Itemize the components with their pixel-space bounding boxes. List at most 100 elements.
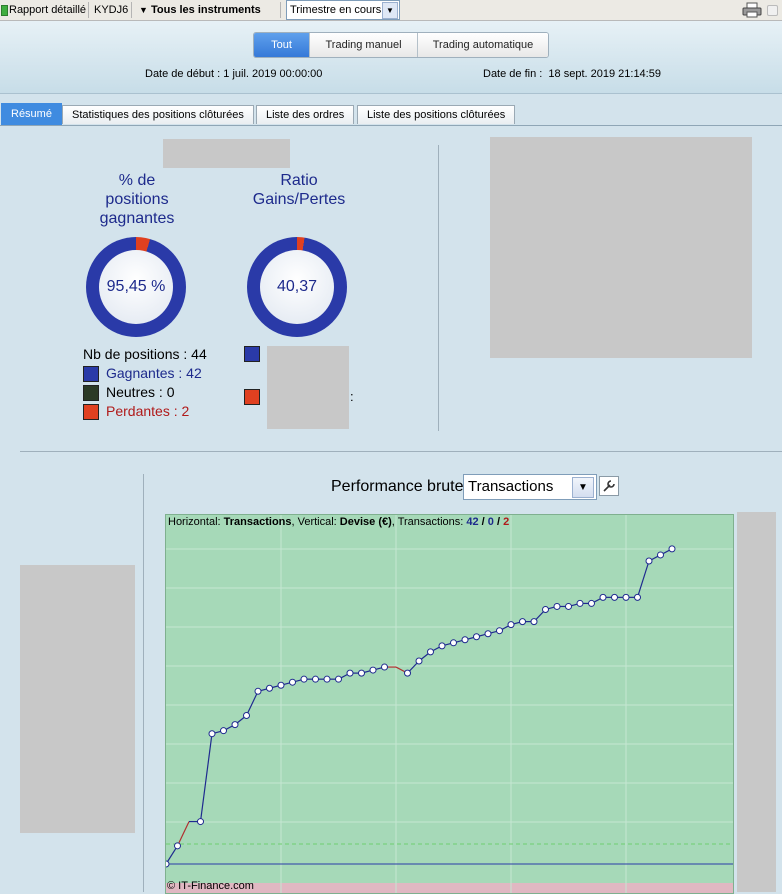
data-point — [381, 663, 388, 671]
tab-closed-position-stats[interactable]: Statistiques des positions clôturées — [62, 105, 254, 124]
data-point — [415, 657, 423, 665]
period-select[interactable]: Trimestre en cours ▼ — [286, 0, 400, 20]
legend-winners-label: Gagnantes : 42 — [106, 365, 202, 381]
tab-order-list[interactable]: Liste des ordres — [256, 105, 355, 124]
legend-neutral-label: Neutres : 0 — [106, 384, 175, 400]
legend-swatch — [83, 403, 99, 420]
chart-h-value: Transactions — [223, 516, 292, 528]
data-point — [197, 818, 204, 826]
close-icon[interactable] — [767, 5, 778, 16]
series-segment — [636, 560, 650, 598]
win-rate-title-line: gagnantes — [99, 210, 175, 227]
data-point — [277, 681, 285, 689]
performance-select-value: Transactions — [468, 478, 554, 495]
performance-select[interactable]: Transactions ▼ — [463, 474, 597, 500]
chevron-down-icon[interactable]: ▼ — [382, 2, 398, 19]
total-positions: Nb de positions : 44 — [83, 346, 207, 362]
data-point — [634, 593, 641, 601]
win-rate-title-line: % de — [118, 172, 156, 189]
chart-v-prefix: , Vertical: — [291, 516, 340, 528]
report-check-icon — [1, 5, 8, 16]
data-point — [208, 730, 216, 738]
legend-losers-label: Perdantes : 2 — [106, 403, 190, 419]
tab-closed-position-list[interactable]: Liste des positions clôturées — [357, 105, 516, 124]
legend-swatch — [83, 384, 99, 401]
ratio-loss-swatch — [244, 389, 260, 405]
data-point — [588, 599, 595, 607]
filter-automatic-button[interactable]: Trading automatique — [417, 33, 548, 57]
trading-type-filter: Tout Trading manuel Trading automatique — [253, 32, 549, 58]
instruments-dropdown[interactable]: ▼ Tous les instruments — [136, 1, 264, 19]
data-point — [599, 593, 607, 601]
data-point — [358, 669, 365, 677]
data-point — [243, 712, 250, 720]
ratio-colon: : — [350, 389, 354, 404]
series-segment — [166, 845, 179, 865]
data-point — [576, 599, 584, 607]
data-point — [369, 666, 377, 674]
data-point — [668, 545, 676, 553]
data-point — [166, 860, 170, 868]
toolbar-divider — [131, 2, 132, 18]
data-point — [553, 602, 561, 610]
filter-all-button[interactable]: Tout — [254, 33, 309, 57]
data-point — [300, 675, 308, 683]
performance-chart — [165, 514, 734, 894]
data-point — [427, 648, 434, 656]
tab-summary[interactable]: Résumé — [1, 103, 62, 125]
legend-neutral: Neutres : 0 — [83, 383, 174, 402]
account-selector[interactable]: KYDJ6 — [94, 4, 129, 16]
wrench-icon[interactable] — [599, 476, 619, 496]
start-date: Date de début : 1 juil. 2019 00:00:00 — [145, 68, 323, 80]
chevron-down-icon[interactable]: ▼ — [572, 477, 594, 498]
chart-h-prefix: Horizontal: — [168, 516, 224, 528]
data-point — [611, 593, 618, 601]
data-point — [289, 678, 296, 686]
panel-divider — [143, 474, 144, 892]
data-point — [622, 593, 630, 601]
chart-wins: 42 — [466, 516, 479, 528]
data-point — [220, 727, 227, 735]
redacted-axis — [737, 512, 776, 892]
data-point — [565, 602, 572, 610]
chart-t-prefix: , Transactions: — [391, 516, 467, 528]
win-rate-title-line: positions — [105, 191, 169, 208]
series-segment — [176, 821, 190, 847]
ratio-title-line: Ratio — [280, 172, 318, 189]
series-segment — [245, 691, 259, 716]
data-point — [450, 639, 457, 647]
period-value: Trimestre en cours — [290, 4, 382, 16]
data-point — [254, 687, 262, 695]
printer-icon[interactable] — [742, 2, 762, 18]
data-point — [266, 684, 273, 692]
data-point — [530, 618, 538, 626]
data-point — [542, 605, 549, 613]
legend-swatch — [83, 365, 99, 382]
series-segment — [199, 733, 213, 822]
win-rate-donut: 95,45 % — [86, 237, 186, 337]
chart-slash: / — [478, 516, 488, 528]
panel-divider — [438, 145, 439, 431]
toolbar-divider — [88, 2, 89, 18]
instruments-label: Tous les instruments — [150, 4, 261, 16]
chart-copyright: © IT-Finance.com — [167, 880, 254, 892]
toolbar-divider — [280, 2, 281, 18]
ratio-donut: 40,37 — [247, 237, 347, 337]
data-point — [473, 633, 480, 641]
data-point — [312, 675, 319, 683]
ratio-value: 40,37 — [260, 250, 334, 324]
redacted-block — [163, 139, 290, 168]
ratio-title: Ratio Gains/Pertes — [240, 171, 358, 209]
data-point — [496, 627, 503, 635]
data-point — [657, 551, 664, 559]
redacted-block — [267, 346, 349, 429]
filter-manual-button[interactable]: Trading manuel — [309, 33, 417, 57]
detailed-report-button[interactable]: Rapport détaillé — [9, 4, 87, 16]
data-point — [645, 557, 653, 565]
data-point — [335, 675, 342, 683]
chart-header: Horizontal: Transactions, Vertical: Devi… — [168, 515, 509, 529]
performance-label: Performance brute — [331, 478, 464, 495]
report-tabs — [0, 103, 782, 126]
data-point — [461, 636, 469, 644]
data-point — [174, 842, 181, 850]
